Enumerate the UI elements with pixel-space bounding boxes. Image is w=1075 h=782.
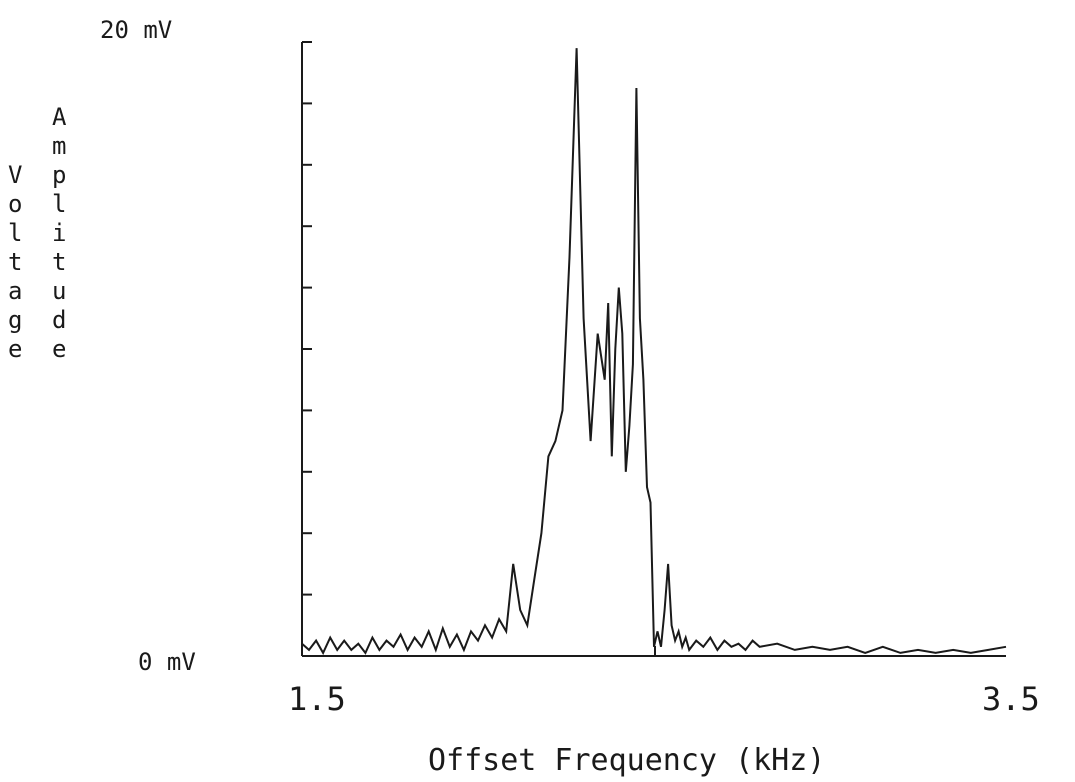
x-min-label: 1.5 — [288, 680, 346, 718]
y-bottom-label: 0 mV — [138, 648, 196, 676]
axis-title-letter: t — [52, 248, 66, 276]
axis-title-letter: u — [52, 277, 66, 305]
y-top-label: 20 mV — [100, 16, 172, 44]
axis-title-letter: m — [52, 132, 66, 160]
axis-title-letter: o — [8, 190, 22, 218]
axes — [301, 42, 1006, 657]
x-max-label: 3.5 — [982, 680, 1040, 718]
axis-title-letter: g — [8, 306, 22, 334]
y-ticks — [302, 41, 312, 657]
axis-title-letter: e — [8, 335, 22, 363]
axis-title-letter: V — [8, 161, 22, 189]
axis-title-letter: A — [52, 103, 67, 131]
axis-title-letter: p — [52, 161, 66, 189]
axis-title-letter: e — [52, 335, 66, 363]
axis-title-letter: a — [8, 277, 22, 305]
axis-title-letter: t — [8, 248, 22, 276]
series-line — [301, 48, 1007, 656]
axis-title-letter: d — [52, 306, 66, 334]
x-axis-title: Offset Frequency (kHz) — [428, 743, 825, 778]
axis-title-letter: l — [52, 190, 66, 218]
axis-title-letter: i — [52, 219, 66, 247]
axis-title-letter: l — [8, 219, 22, 247]
